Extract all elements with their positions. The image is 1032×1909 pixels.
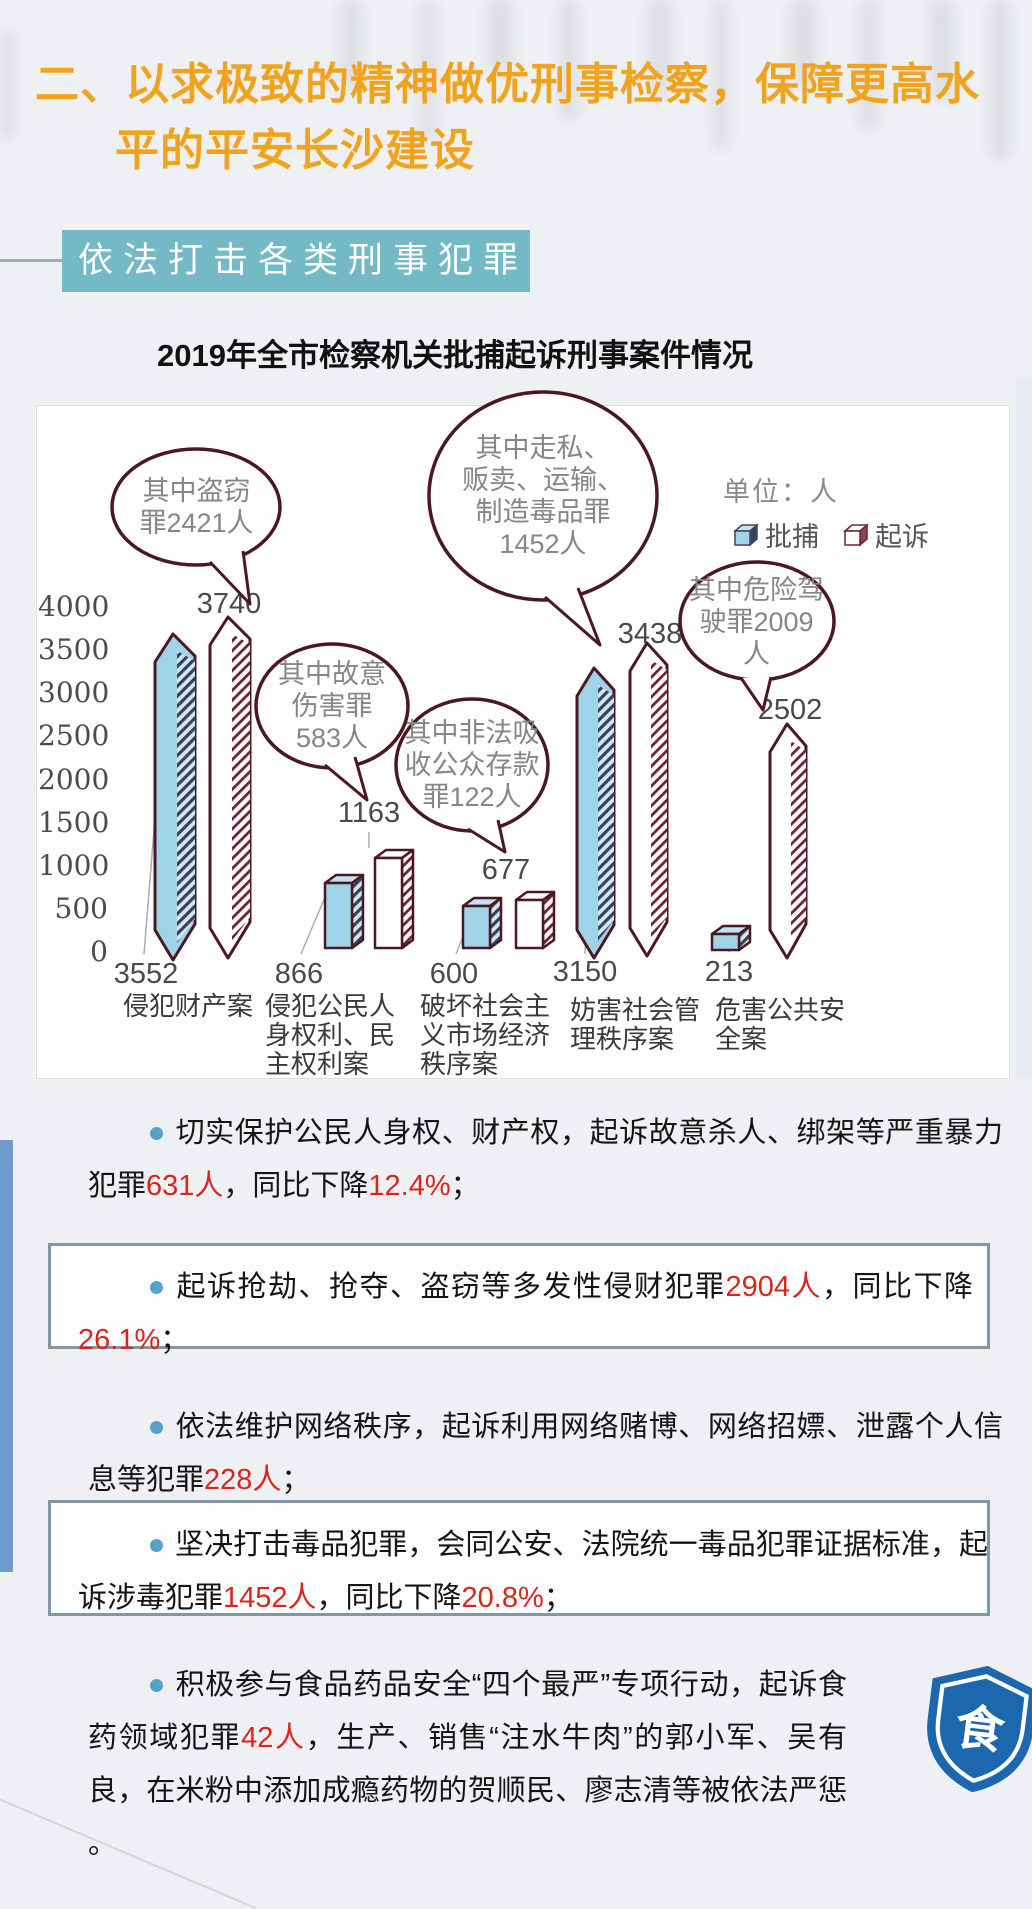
bar-arrest-5 — [710, 924, 752, 952]
bullet-dot-icon — [150, 1421, 163, 1434]
bar-value-label: 1163 — [337, 797, 401, 829]
bottom-value-label: 213 — [704, 956, 754, 988]
chart-title: 2019年全市检察机关批捕起诉刑事案件情况 — [157, 338, 753, 373]
y-axis-tick: 0 — [90, 935, 108, 968]
stat-box-drugs — [48, 1500, 990, 1616]
watermark-streak — [860, 0, 878, 130]
bullet-dot-icon — [150, 1127, 163, 1140]
legend-cube-arrest-icon — [733, 522, 759, 547]
speech-bubble-driving: 其中危险驾 驶罪2009 人 — [689, 575, 824, 669]
y-axis-tick: 2000 — [38, 763, 110, 796]
stat-box-theft — [48, 1243, 990, 1349]
bar-prosecute-1 — [208, 615, 252, 960]
bar-value-label: 677 — [481, 854, 531, 886]
bar-value-label: 2502 — [757, 694, 823, 726]
banner-connector-line — [0, 259, 62, 262]
bar-prosecute-3 — [514, 890, 556, 950]
bubble-tails — [208, 550, 773, 854]
bottom-value-label: 600 — [429, 958, 479, 990]
watermark-streak — [340, 0, 362, 90]
legend-item-arrest: 批捕 — [733, 515, 819, 554]
speech-bubble-theft: 其中盗窃 罪2421人 — [139, 476, 254, 538]
shield-char: 食 — [952, 1700, 1008, 1760]
bullet-cyber-crime: 依法维护网络秩序，起诉利用网络赌博、网络招嫖、泄露个人信息等犯罪228人； — [88, 1411, 1003, 1496]
category-label-4: 妨害社会管 理秩序案 — [570, 995, 701, 1054]
food-shield-icon: 食 — [927, 1665, 1032, 1793]
watermark-streak — [560, 0, 578, 120]
bottom-value-label: 866 — [274, 958, 324, 990]
watermark-streak — [420, 0, 436, 140]
bullet-violent-crime: 切实保护公民人身权、财产权，起诉故意杀人、绑架等严重暴力犯罪631人，同比下降1… — [88, 1117, 1003, 1202]
bullet-dot-icon — [150, 1539, 163, 1552]
food-shield-wrap: 食 — [853, 1659, 1032, 1793]
watermark-streak — [790, 0, 816, 85]
bullet-dot-icon — [150, 1679, 163, 1692]
bullet-property-crime: 起诉抢劫、抢夺、盗窃等多发性侵财犯罪2904人，同比下降26.1%； — [78, 1271, 973, 1356]
bottom-value-label: 3552 — [113, 958, 179, 990]
y-axis-tick: 2500 — [38, 719, 110, 752]
y-axis-tick: 3500 — [38, 633, 110, 666]
speech-bubble-deposits: 其中非法吸 收公众存款 罪122人 — [404, 718, 540, 812]
legend-item-prosecute: 起诉 — [843, 515, 929, 554]
bar-prosecute-5 — [768, 722, 808, 960]
speech-bubble-injury: 其中故意 伤害罪 583人 — [278, 659, 386, 753]
bar-chart-canvas — [110, 390, 836, 962]
right-edge-strip — [1016, 378, 1032, 1078]
watermark-streak — [990, 0, 1010, 160]
legend-cube-prosecute-icon — [843, 522, 869, 547]
bullet-food-safety: 食 积极参与食品药品安全“四个最严”专项行动，起诉食药领域犯罪42人，生产、销售… — [88, 1659, 1032, 1871]
section-title-line2: 平的平安长沙建设 — [115, 126, 475, 175]
bar-prosecute-2 — [373, 848, 415, 950]
category-label-1: 侵犯财产案 — [122, 991, 253, 1021]
category-label-3: 破坏社会主 义市场经济 秩序案 — [420, 991, 551, 1079]
section-title-line1: 二、以求极致的精神做优刑事检察，保障更高水 — [35, 60, 980, 109]
bar-arrest-3 — [461, 896, 503, 950]
category-label-5: 危害公共安 全案 — [715, 995, 846, 1054]
bar-arrest-4 — [575, 666, 616, 960]
y-axis-tick: 1000 — [38, 849, 110, 882]
watermark-streak — [487, 0, 513, 70]
watermark-streak — [930, 0, 954, 100]
unit-label: 单位：人 — [723, 477, 839, 507]
y-axis-tick: 4000 — [38, 590, 110, 623]
legend-label-prosecute: 起诉 — [875, 522, 929, 552]
section-banner: 依法打击各类刑事犯罪 — [62, 230, 530, 292]
bottom-value-label: 3150 — [552, 956, 618, 988]
bar-arrest-1 — [153, 632, 197, 962]
y-axis-tick: 1500 — [38, 806, 110, 839]
speech-bubbles — [110, 390, 836, 833]
y-axis-tick: 3000 — [38, 676, 110, 709]
speech-bubble-drugs: 其中走私、 贩卖、运输、 制造毒品罪 1452人 — [462, 433, 624, 559]
legend-label-arrest: 批捕 — [765, 522, 819, 552]
watermark-streak — [0, 30, 14, 140]
bullet-drug-crime: 坚决打击毒品犯罪，会同公安、法院统一毒品犯罪证据标准，起诉涉毒犯罪1452人，同… — [78, 1529, 988, 1614]
bullet-dot-icon — [150, 1281, 163, 1294]
category-label-2: 侵犯公民人 身权利、民 主权利案 — [265, 991, 396, 1079]
watermark-streak — [648, 0, 672, 95]
bar-prosecute-4 — [628, 641, 669, 958]
watermark-streak — [713, 0, 728, 150]
left-accent-bar — [0, 1140, 13, 1572]
bar-arrest-2 — [323, 873, 365, 950]
y-axis-tick: 500 — [54, 892, 108, 925]
